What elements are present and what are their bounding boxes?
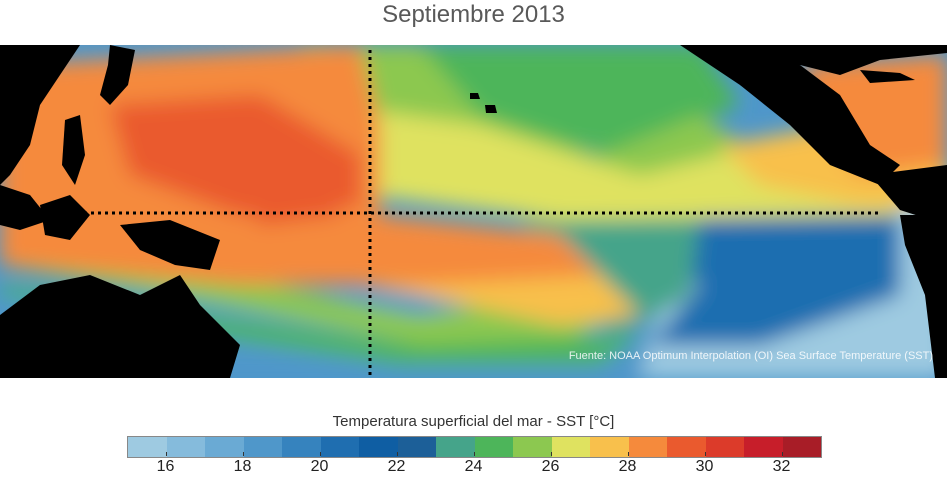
colorbar-tickmark [704, 452, 706, 456]
colorbar-tickmark [165, 452, 167, 456]
colorbar-swatch [282, 437, 321, 457]
colorbar-tick-label: 16 [156, 458, 175, 475]
land-borneo [40, 195, 90, 240]
colorbar-swatch [205, 437, 244, 457]
colorbar-swatch [744, 437, 783, 457]
land-south-america [900, 215, 947, 378]
land-mexico [740, 65, 900, 185]
source-note: Fuente: NOAA Optimum Interpolation (OI) … [568, 350, 933, 362]
land-new-guinea [120, 220, 220, 270]
colorbar-swatch [667, 437, 706, 457]
colorbar-swatch [782, 437, 821, 457]
warm-pool-core-2 [230, 175, 340, 225]
colorbar-swatch [320, 437, 359, 457]
map-title: Septiembre 2013 [382, 1, 565, 28]
colorbar-tickmark [242, 452, 244, 456]
land-cuba [860, 70, 915, 83]
colorbar-tick-label: 24 [464, 458, 483, 475]
colorbar-swatch [436, 437, 475, 457]
colorbar-swatch [243, 437, 282, 457]
subtropic-yellow [330, 105, 900, 220]
colorbar-tickmark [550, 452, 552, 456]
colorbar-swatch [705, 437, 744, 457]
north-green [380, 45, 740, 155]
colorbar-tick-label: 26 [541, 458, 560, 475]
land-central-america [870, 165, 947, 225]
colorbar-swatch [474, 437, 513, 457]
colorbar-tickmark [319, 452, 321, 456]
land-australia [0, 275, 240, 378]
colorbar-swatch [359, 437, 398, 457]
colorbar-swatch [128, 437, 167, 457]
colorbar-tick-label: 22 [387, 458, 406, 475]
colorbar-swatch [397, 437, 436, 457]
colorbar-tickmark [396, 452, 398, 456]
land-north-america [680, 45, 947, 95]
land-hawaii [470, 93, 497, 113]
colorbar-swatch [166, 437, 205, 457]
colorbar-tick-label: 28 [618, 458, 637, 475]
colorbar-ticks: 16 18 20 22 24 26 28 30 32 [127, 452, 820, 480]
south-green-dark [0, 285, 640, 365]
colorbar [127, 436, 822, 458]
colorbar-swatch [628, 437, 667, 457]
colorbar-tickmark [781, 452, 783, 456]
colorbar-tickmark [473, 452, 475, 456]
colorbar-swatch [590, 437, 629, 457]
colorbar-tick-label: 20 [310, 458, 329, 475]
land-indochina [0, 185, 50, 230]
colorbar-swatch [551, 437, 590, 457]
colorbar-tick-label: 18 [233, 458, 252, 475]
colorbar-swatch [513, 437, 552, 457]
land-asia [0, 45, 80, 185]
colorbar-tick-label: 32 [772, 458, 791, 475]
colorbar-tickmark [627, 452, 629, 456]
land [0, 45, 947, 378]
sst-map [0, 45, 947, 378]
colorbar-tick-label: 30 [695, 458, 714, 475]
land-japan [100, 45, 135, 105]
colorbar-title: Temperatura superficial del mar - SST [°… [332, 413, 615, 430]
land-philippines [62, 115, 85, 185]
